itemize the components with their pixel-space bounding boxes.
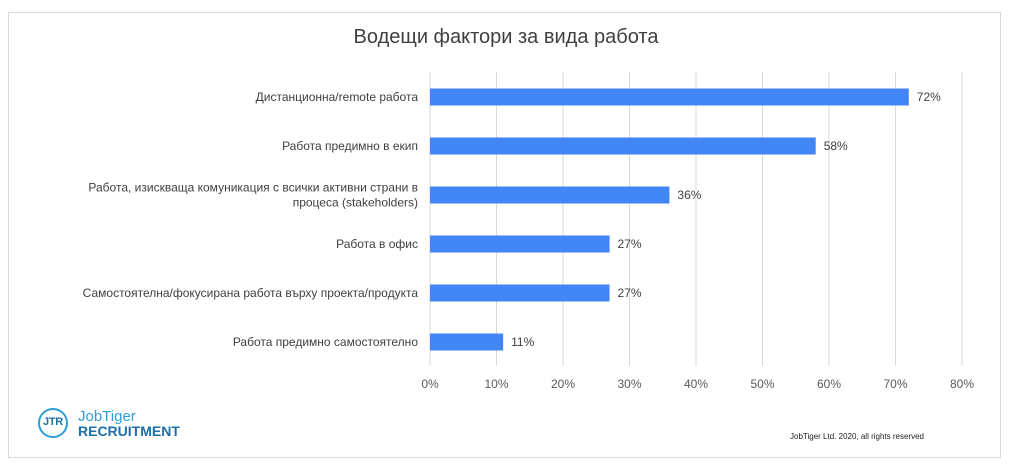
x-tick-label: 20% xyxy=(551,377,575,391)
value-labels: 72% 58% 36% 27% 27% 11% xyxy=(511,90,941,349)
bar xyxy=(430,137,816,155)
copyright-footer: JobTiger Ltd. 2020, all rights reserved xyxy=(790,432,924,441)
data-label: 36% xyxy=(677,188,701,202)
gridlines xyxy=(429,72,963,366)
bar xyxy=(430,235,610,253)
x-tick-label: 70% xyxy=(883,377,907,391)
category-label: Самостоятелна/фокусирана работа върху пр… xyxy=(83,286,419,300)
logo-subtitle: RECRUITMENT xyxy=(78,423,180,439)
category-label: Работа, изискваща комуникация с всички а… xyxy=(88,181,418,195)
data-label: 11% xyxy=(511,335,534,349)
category-label: Дистанционна/remote работа xyxy=(256,90,419,104)
logo-initials: JTR xyxy=(38,408,68,438)
bar xyxy=(430,88,909,106)
x-tick-label: 40% xyxy=(684,377,708,391)
bar xyxy=(430,284,610,302)
x-tick-label: 30% xyxy=(617,377,641,391)
category-label: Работа в офис xyxy=(336,237,418,251)
data-label: 58% xyxy=(824,139,848,153)
x-tick-label: 0% xyxy=(421,377,439,391)
chart-title: Водещи фактори за вида работа xyxy=(353,26,659,48)
category-label: процеса (stakeholders) xyxy=(293,196,418,210)
category-labels: Дистанционна/remote работа Работа предимн… xyxy=(83,90,419,349)
logo-name: JobTiger xyxy=(78,408,136,425)
data-label: 72% xyxy=(917,90,941,104)
data-label: 27% xyxy=(618,237,642,251)
category-label: Работа предимно в екип xyxy=(282,139,418,153)
bar xyxy=(430,333,504,351)
chart-frame xyxy=(8,12,1001,458)
category-label: Работа предимно самостоятелно xyxy=(233,335,419,349)
x-tick-label: 10% xyxy=(484,377,508,391)
bar xyxy=(430,186,670,204)
x-tick-label: 60% xyxy=(817,377,841,391)
x-tick-label: 50% xyxy=(750,377,774,391)
data-label: 27% xyxy=(618,286,642,300)
x-tick-labels: 0% 10% 20% 30% 40% 50% 60% 70% 80% xyxy=(421,377,974,391)
bars xyxy=(430,88,909,351)
x-tick-label: 80% xyxy=(950,377,974,391)
